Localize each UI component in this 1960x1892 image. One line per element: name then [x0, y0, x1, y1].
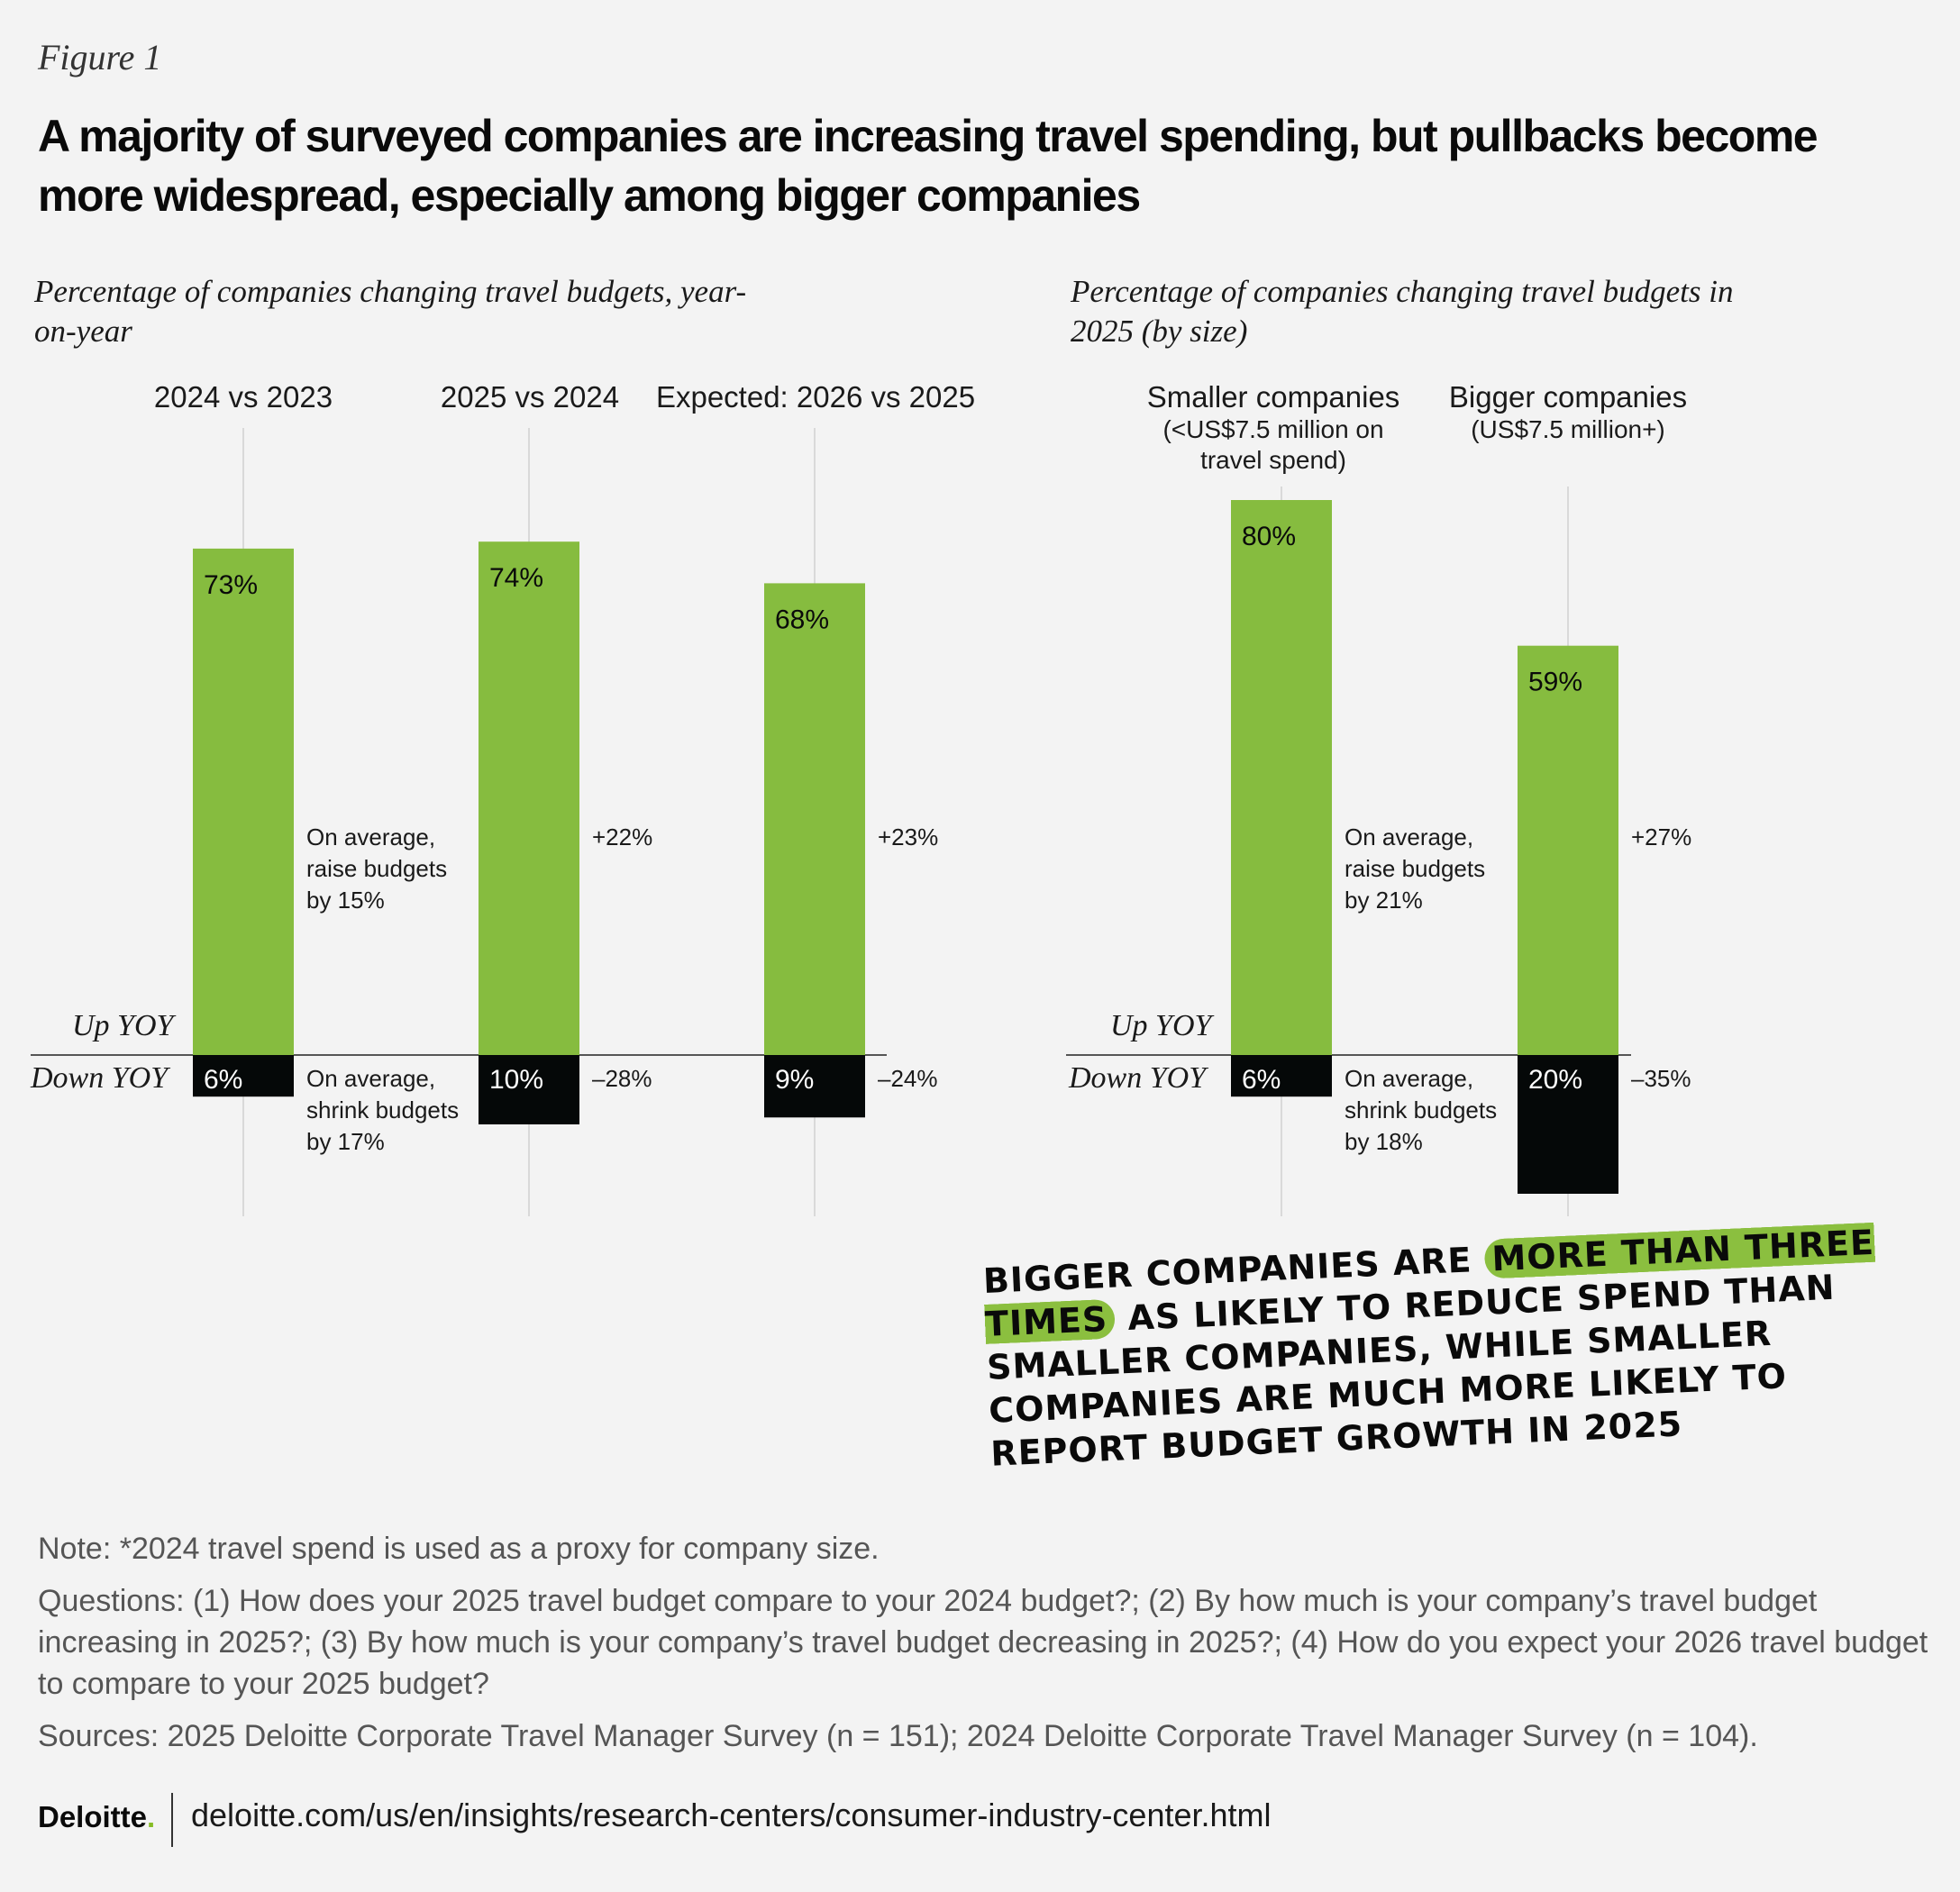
- left-up-annotation-1: On average, raise budgets by 15%: [306, 823, 448, 914]
- right-down-bar: [1518, 1055, 1618, 1194]
- sources-text: Sources: 2025 Deloitte Corporate Travel …: [38, 1719, 1758, 1753]
- left-down-annotation-3: –24%: [878, 1065, 938, 1092]
- right-category-label-1: Smaller companies: [1146, 380, 1400, 414]
- right-up-yoy-label: Up YOY: [1110, 1009, 1212, 1042]
- right-category-sub-1: (<US$7.5 million on travel spend): [1162, 415, 1384, 474]
- left-down-value-label: 9%: [775, 1065, 814, 1095]
- left-up-bar: [193, 548, 294, 1055]
- left-panel-subtitle: Percentage of companies changing travel …: [34, 274, 747, 349]
- left-down-bar: [764, 1055, 865, 1118]
- deloitte-logo: Deloitte.: [38, 1800, 156, 1833]
- left-category-label-2: 2025 vs 2024: [440, 380, 620, 414]
- left-down-value-label: 6%: [204, 1065, 242, 1095]
- left-down-yoy-label: Down YOY: [31, 1061, 169, 1095]
- note-text: Note: *2024 travel spend is used as a pr…: [38, 1532, 880, 1566]
- left-up-yoy-label: Up YOY: [72, 1009, 174, 1042]
- left-up-bar: [764, 583, 865, 1055]
- right-down-bar: [1231, 1055, 1332, 1097]
- right-up-bar: [1231, 500, 1332, 1055]
- right-up-bar: [1518, 645, 1618, 1055]
- right-down-annotation-1: On average, shrink budgets by 18%: [1345, 1065, 1498, 1155]
- right-panel-subtitle: Percentage of companies changing travel …: [1071, 274, 1734, 349]
- left-down-value-label: 10%: [489, 1065, 543, 1095]
- left-category-label-1: 2024 vs 2023: [153, 380, 333, 414]
- left-down-bar: [479, 1055, 579, 1124]
- left-down-annotation-2: –28%: [592, 1065, 652, 1092]
- right-category-label-2: Bigger companies: [1448, 380, 1688, 414]
- right-up-annotation-2: +27%: [1631, 823, 1692, 850]
- right-down-value-label: 6%: [1242, 1065, 1281, 1095]
- right-up-value-label: 59%: [1528, 668, 1582, 697]
- right-up-annotation-1: On average, raise budgets by 21%: [1345, 823, 1486, 914]
- chart-title: A majority of surveyed companies are inc…: [38, 111, 1819, 221]
- callout: BIGGER COMPANIES ARE MORE THAN THREE TIM…: [982, 1219, 1928, 1476]
- footer-url[interactable]: deloitte.com/us/en/insights/research-cen…: [191, 1796, 1272, 1833]
- left-down-annotation-1: On average, shrink budgets by 17%: [306, 1065, 460, 1155]
- left-up-annotation-3: +23%: [878, 823, 939, 850]
- right-down-yoy-label: Down YOY: [1069, 1061, 1207, 1095]
- right-down-value-label: 20%: [1528, 1065, 1582, 1095]
- left-up-value-label: 74%: [489, 563, 543, 593]
- left-up-bar: [479, 541, 579, 1055]
- footer-divider: [171, 1793, 173, 1847]
- right-category-sub-2: (US$7.5 million+): [1471, 415, 1665, 443]
- right-up-value-label: 80%: [1242, 522, 1296, 551]
- right-down-annotation-2: –35%: [1631, 1065, 1691, 1092]
- questions-text: Questions: (1) How does your 2025 travel…: [38, 1584, 1928, 1701]
- left-up-annotation-2: +22%: [592, 823, 653, 850]
- left-up-value-label: 68%: [775, 605, 829, 634]
- figure-label: Figure 1: [38, 37, 162, 77]
- left-up-value-label: 73%: [204, 570, 258, 600]
- left-category-label-3: Expected: 2026 vs 2025: [655, 380, 976, 414]
- callout-text-after: AS LIKELY TO REDUCE SPEND THAN SMALLER C…: [986, 1267, 1837, 1474]
- left-down-bar: [193, 1055, 294, 1097]
